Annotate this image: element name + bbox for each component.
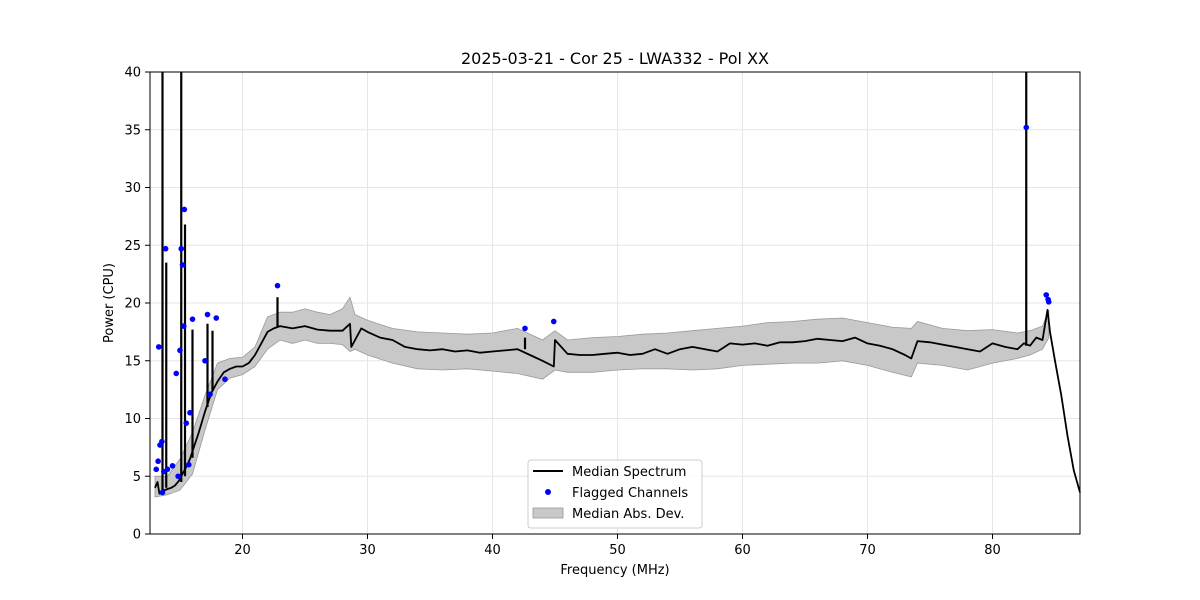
legend-flagged-label: Flagged Channels — [572, 486, 688, 501]
flagged-point — [222, 376, 228, 383]
x-axis-label: Frequency (MHz) — [560, 563, 669, 578]
legend-box — [527, 459, 703, 529]
legend-mad-label: Median Abs. Dev. — [572, 507, 684, 522]
x-tick-label: 70 — [859, 543, 876, 558]
flagged-point — [169, 463, 176, 469]
x-axis-ticks: 20 30 40 50 60 70 80 — [234, 534, 1001, 558]
flagged-point — [202, 357, 208, 364]
y-tick-label: 15 — [124, 354, 141, 369]
x-tick-label: 40 — [484, 543, 501, 558]
chart-title: 2025-03-21 - Cor 25 - LWA332 - Pol XX — [461, 49, 769, 68]
flagged-point — [173, 370, 180, 377]
flagged-point — [155, 344, 162, 350]
rfi-spikes — [161, 72, 1028, 494]
flagged-point — [162, 245, 169, 252]
legend-median-label: Median Spectrum — [572, 465, 686, 480]
y-tick-label: 40 — [124, 66, 141, 81]
flagged-point — [185, 461, 192, 468]
y-tick-label: 0 — [133, 528, 141, 543]
flagged-point — [153, 466, 160, 473]
flagged-point — [177, 347, 183, 354]
legend-mad-swatch — [532, 507, 564, 519]
median-spectrum — [154, 309, 1081, 495]
mad-band-area — [154, 296, 1050, 498]
y-tick-label: 35 — [124, 123, 141, 138]
legend: Median Spectrum Flagged Channels Median … — [527, 459, 703, 529]
flagged-point — [183, 420, 190, 426]
flagged-channels — [153, 124, 1052, 496]
y-tick-label: 5 — [133, 470, 141, 485]
x-tick-label: 60 — [734, 543, 751, 558]
flagged-point — [207, 391, 213, 398]
x-tick-label: 80 — [984, 543, 1001, 558]
y-tick-label: 25 — [124, 239, 141, 254]
flagged-point — [1023, 124, 1030, 131]
flagged-point — [1045, 299, 1052, 305]
median-spectrum-line — [154, 309, 1081, 495]
flagged-point — [189, 316, 196, 322]
flagged-point — [180, 323, 187, 329]
y-tick-label: 20 — [124, 297, 141, 312]
flagged-point — [175, 473, 181, 480]
flagged-point — [159, 489, 166, 496]
flagged-point — [213, 315, 220, 321]
flagged-point — [178, 245, 185, 252]
flagged-point — [522, 325, 528, 332]
x-tick-label: 30 — [359, 543, 376, 558]
mad-band — [154, 296, 1050, 498]
flagged-point — [155, 458, 161, 465]
x-tick-label: 20 — [234, 543, 251, 558]
flagged-point — [187, 409, 193, 416]
y-axis-ticks: 0 5 10 15 20 25 30 35 40 — [124, 66, 150, 543]
y-tick-label: 10 — [124, 412, 141, 427]
legend-flagged-swatch — [545, 489, 551, 495]
flagged-point — [550, 318, 557, 325]
flagged-point — [159, 438, 165, 445]
flagged-point — [1043, 292, 1050, 298]
flagged-point — [204, 311, 211, 318]
flagged-point — [181, 206, 188, 213]
y-axis-label: Power (CPU) — [102, 263, 117, 343]
x-tick-label: 50 — [609, 543, 626, 558]
y-tick-label: 30 — [124, 181, 141, 196]
flagged-point — [164, 466, 171, 473]
flagged-point — [274, 282, 281, 289]
flagged-point — [179, 262, 186, 268]
